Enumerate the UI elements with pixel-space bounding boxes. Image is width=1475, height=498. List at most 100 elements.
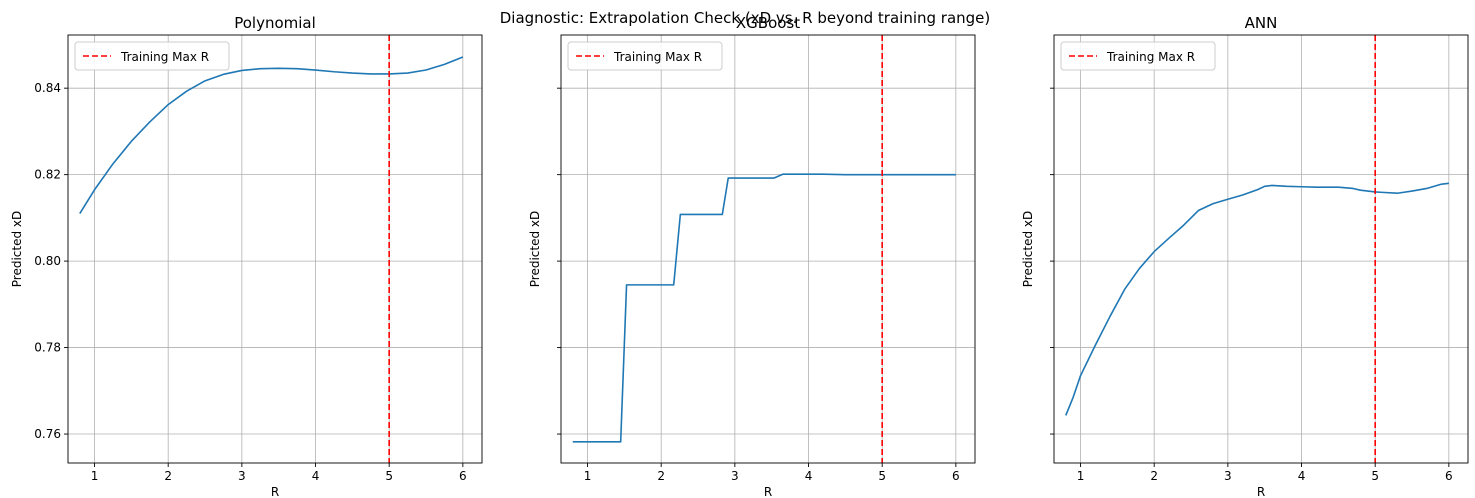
axes-frame <box>560 34 976 464</box>
data-point <box>773 177 775 179</box>
legend-box <box>74 41 230 71</box>
data-point <box>782 173 784 175</box>
x-tick-label: 1 <box>584 469 592 483</box>
data-point <box>1396 192 1398 194</box>
x-tick-label: 2 <box>1150 469 1158 483</box>
data-point <box>845 174 847 176</box>
data-point <box>1315 186 1317 188</box>
data-point <box>626 284 628 286</box>
x-tick-label: 1 <box>91 469 99 483</box>
data-point <box>407 72 409 74</box>
x-axis-label: R <box>271 485 279 498</box>
data-point <box>1168 237 1170 239</box>
data-point <box>722 214 724 216</box>
x-tick-label: 1 <box>1077 469 1085 483</box>
data-point <box>620 441 622 443</box>
x-tick-label: 6 <box>459 469 467 483</box>
y-tick-label: 0.78 <box>34 341 61 355</box>
data-point <box>112 163 114 165</box>
data-point <box>1242 194 1244 196</box>
subplots: Polynomial 1 2 3 4 5 6 0.76 0.78 0.80 0.82 0.84 R Pre… <box>10 14 1469 498</box>
x-tick-label: 5 <box>878 469 886 483</box>
x-tick-label: 4 <box>1298 469 1306 483</box>
x-tick-label: 2 <box>657 469 665 483</box>
legend-box <box>567 41 723 71</box>
data-point <box>1072 396 1074 398</box>
data-point <box>680 214 682 216</box>
subplot-1: Polynomial 1 2 3 4 5 6 0.76 0.78 0.80 0.82 0.84 R Pre… <box>10 14 483 498</box>
data-point <box>1352 188 1354 190</box>
subplot-title: Polynomial <box>234 14 316 32</box>
series-line <box>1065 182 1449 416</box>
data-point <box>462 56 464 58</box>
x-tick-label: 2 <box>164 469 172 483</box>
legend: Training Max R <box>74 41 230 71</box>
data-point <box>315 69 317 71</box>
data-point <box>1227 198 1229 200</box>
x-tick-label: 4 <box>312 469 320 483</box>
figure-suptitle: Diagnostic: Extrapolation Check (xD vs. … <box>500 9 991 27</box>
y-tick-label: 0.84 <box>34 81 61 95</box>
legend-label: Training Max R <box>613 50 702 64</box>
data-point <box>352 72 354 74</box>
data-point <box>223 74 225 76</box>
x-tick-label: 6 <box>1445 469 1453 483</box>
data-point <box>1153 251 1155 253</box>
data-point <box>955 174 957 176</box>
x-tick-label: 4 <box>805 469 813 483</box>
data-point <box>1426 188 1428 190</box>
data-point <box>333 71 335 73</box>
subplot-title: XGBoost <box>736 14 800 32</box>
subplot-3: ANN 1 2 3 4 5 6 R Predicted xD Training Max R <box>1021 14 1469 498</box>
data-point <box>727 177 729 179</box>
axes-frame <box>67 34 483 464</box>
data-point <box>1080 375 1082 377</box>
data-point <box>149 121 151 123</box>
data-point <box>1139 268 1141 270</box>
data-point <box>1183 224 1185 226</box>
y-axis-label: Predicted xD <box>10 211 24 288</box>
series-line <box>79 56 464 214</box>
data-point <box>1360 189 1362 191</box>
legend-box <box>1060 41 1216 71</box>
data-point <box>572 441 574 443</box>
data-point <box>1338 186 1340 188</box>
data-point <box>1448 182 1450 184</box>
legend-label: Training Max R <box>120 50 209 64</box>
y-tick-label: 0.76 <box>34 427 61 441</box>
x-tick-label: 3 <box>238 469 246 483</box>
data-point <box>131 141 133 143</box>
data-point <box>204 80 206 82</box>
x-tick-label: 6 <box>952 469 960 483</box>
data-point <box>822 173 824 175</box>
data-point <box>186 90 188 92</box>
data-point <box>370 73 372 75</box>
subplot-title: ANN <box>1245 14 1278 32</box>
data-point <box>1264 186 1266 188</box>
y-tick-label: 0.82 <box>34 168 61 182</box>
x-tick-label: 3 <box>731 469 739 483</box>
data-point <box>94 189 96 191</box>
data-point <box>1198 210 1200 212</box>
x-axis-label: R <box>1257 485 1265 498</box>
data-point <box>1411 190 1413 192</box>
y-axis-label: Predicted xD <box>528 211 542 288</box>
data-point <box>1257 189 1259 191</box>
data-point <box>79 213 81 215</box>
legend: Training Max R <box>567 41 723 71</box>
data-point <box>1441 183 1443 185</box>
x-tick-label: 5 <box>385 469 393 483</box>
x-tick-label: 5 <box>1371 469 1379 483</box>
y-tick-label: 0.80 <box>34 254 61 268</box>
data-point <box>1286 186 1288 188</box>
data-point <box>1382 192 1384 194</box>
data-point <box>296 68 298 70</box>
x-axis-label: R <box>764 485 772 498</box>
y-axis-label: Predicted xD <box>1021 211 1035 288</box>
data-point <box>1124 288 1126 290</box>
data-point <box>278 67 280 69</box>
data-point <box>1109 316 1111 318</box>
data-point <box>1065 415 1067 417</box>
